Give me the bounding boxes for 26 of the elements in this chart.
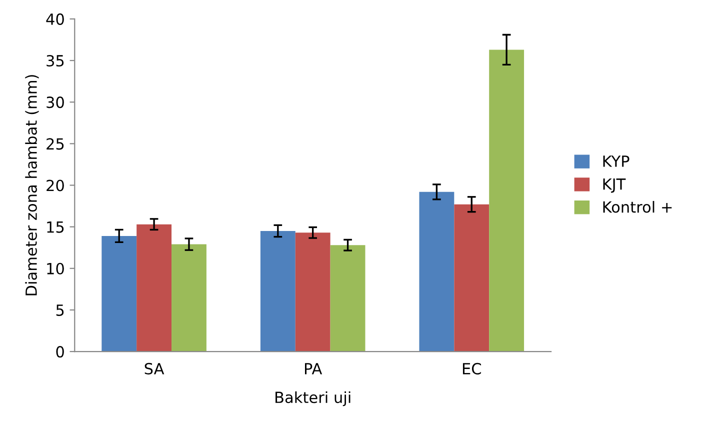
y-tick-label: 10 [47, 262, 64, 274]
legend-label: KJT [603, 178, 626, 193]
y-tick-label: 25 [46, 138, 64, 150]
bar [260, 230, 296, 352]
bar [102, 236, 137, 352]
x-tick-label: PA [304, 363, 322, 374]
bar [172, 244, 206, 352]
y-tick-label: 40 [46, 13, 64, 25]
x-tick-label: EC [462, 362, 481, 374]
y-tick-label: 30 [46, 96, 64, 108]
x-axis-title: Bakteri uji [276, 391, 350, 406]
y-axis-title: Diameter zona hambat (mm) [25, 75, 39, 296]
x-tick-label: SA [144, 362, 164, 374]
bar [295, 232, 330, 352]
bar [454, 204, 490, 352]
legend-label: KYP [603, 156, 630, 167]
y-tick-label: 20 [46, 180, 64, 192]
bar [419, 192, 454, 352]
y-tick-label: 0 [56, 346, 64, 358]
bar [330, 245, 366, 352]
legend-label: Kontrol + [603, 200, 672, 213]
bar [489, 50, 524, 352]
y-tick-label: 15 [47, 221, 64, 233]
bar [136, 224, 172, 352]
y-tick-label: 5 [56, 304, 64, 316]
y-tick-label: 35 [46, 54, 64, 67]
